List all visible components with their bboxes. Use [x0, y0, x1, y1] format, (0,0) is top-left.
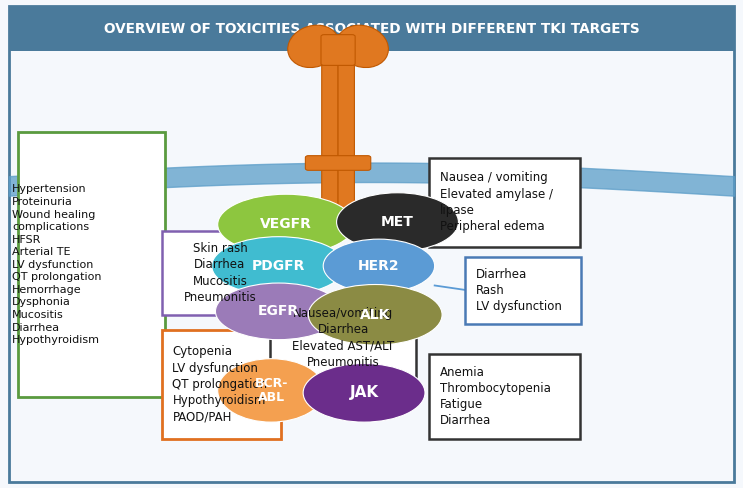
Ellipse shape — [218, 359, 325, 422]
Ellipse shape — [303, 364, 425, 422]
Ellipse shape — [323, 239, 435, 293]
Ellipse shape — [288, 25, 340, 67]
Text: HER2: HER2 — [358, 259, 400, 273]
FancyBboxPatch shape — [321, 35, 355, 65]
FancyBboxPatch shape — [9, 6, 734, 482]
Text: Nausea / vomiting
Elevated amylase /
lipase
Peripheral edema: Nausea / vomiting Elevated amylase / lip… — [440, 171, 553, 233]
Ellipse shape — [212, 237, 345, 295]
FancyBboxPatch shape — [270, 298, 416, 378]
Ellipse shape — [308, 285, 442, 345]
Text: BCR-
ABL: BCR- ABL — [255, 377, 288, 404]
Ellipse shape — [218, 194, 354, 255]
FancyBboxPatch shape — [9, 6, 734, 51]
Ellipse shape — [215, 283, 342, 340]
Text: MET: MET — [381, 215, 414, 229]
Text: OVERVIEW OF TOXICITIES ASSOCIATED WITH DIFFERENT TKI TARGETS: OVERVIEW OF TOXICITIES ASSOCIATED WITH D… — [103, 21, 640, 36]
FancyBboxPatch shape — [429, 354, 580, 439]
FancyBboxPatch shape — [162, 330, 281, 439]
FancyBboxPatch shape — [18, 132, 165, 397]
FancyBboxPatch shape — [465, 257, 581, 324]
Text: EGFR: EGFR — [258, 305, 299, 318]
Text: Diarrhea
Rash
LV dysfunction: Diarrhea Rash LV dysfunction — [476, 267, 562, 313]
Text: ALK: ALK — [360, 308, 390, 322]
Ellipse shape — [337, 25, 389, 67]
Text: Anemia
Thrombocytopenia
Fatigue
Diarrhea: Anemia Thrombocytopenia Fatigue Diarrhea — [440, 366, 551, 427]
FancyBboxPatch shape — [305, 156, 371, 170]
Text: Skin rash
Diarrhea
Mucositis
Pneumonitis: Skin rash Diarrhea Mucositis Pneumonitis — [184, 242, 256, 304]
Text: Cytopenia
LV dysfunction
QT prolongation
Hypothyroidism
PAOD/PAH: Cytopenia LV dysfunction QT prolongation… — [172, 346, 267, 423]
Text: JAK: JAK — [349, 386, 379, 400]
FancyBboxPatch shape — [429, 158, 580, 247]
Text: VEGFR: VEGFR — [260, 218, 312, 231]
Text: Nausea/vomiting
Diarrhea
Elevated AST/ALT
Pneumonitis: Nausea/vomiting Diarrhea Elevated AST/AL… — [292, 307, 395, 369]
FancyBboxPatch shape — [322, 60, 338, 209]
FancyBboxPatch shape — [338, 60, 354, 209]
Text: Hypertension
Proteinuria
Wound healing
complications
HFSR
Arterial TE
LV dysfunc: Hypertension Proteinuria Wound healing c… — [12, 184, 101, 345]
FancyBboxPatch shape — [162, 231, 278, 315]
Ellipse shape — [337, 193, 458, 251]
Text: PDGFR: PDGFR — [252, 259, 305, 273]
